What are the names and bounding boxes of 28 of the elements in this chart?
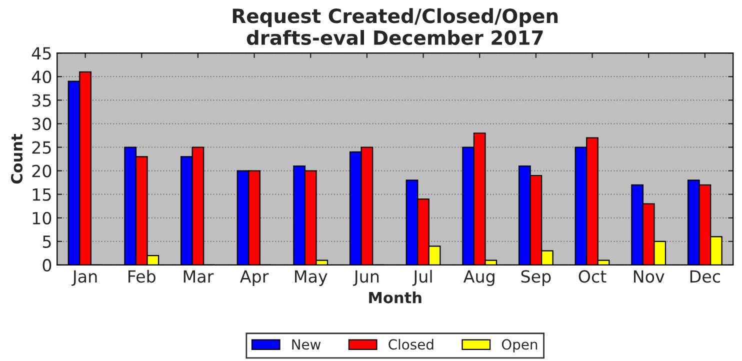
y-tick-label: 5 xyxy=(42,236,51,248)
y-tick-label: 10 xyxy=(32,212,52,224)
y-tick-label: 45 xyxy=(32,47,51,60)
x-tick-label: Jun xyxy=(353,270,379,286)
y-axis-title: Count xyxy=(10,134,23,184)
y-tick-label: 25 xyxy=(32,141,51,154)
x-tick-label: Jul xyxy=(412,270,432,286)
y-tick-label: 15 xyxy=(32,188,51,201)
legend-label: New xyxy=(292,339,321,350)
x-tick-label: May xyxy=(295,270,328,286)
x-tick-label: Oct xyxy=(578,270,606,283)
x-tick-label: Feb xyxy=(128,270,156,283)
x-tick-label: Mar xyxy=(184,270,214,283)
y-tick-label: 35 xyxy=(32,94,51,107)
x-tick-label: Sep xyxy=(521,270,551,286)
x-tick-label: Aug xyxy=(463,270,494,286)
legend-label: Open xyxy=(502,339,538,352)
legend-label: Closed xyxy=(388,338,434,350)
y-tick-label: 40 xyxy=(32,70,52,84)
y-tick-label: 30 xyxy=(32,118,52,130)
x-tick-label: Nov xyxy=(634,270,664,283)
x-axis-title: Month xyxy=(369,292,422,304)
x-tick-label: Dec xyxy=(690,270,720,283)
y-tick-label: 20 xyxy=(32,164,52,178)
chart-title: Request Created/Closed/Open drafts-eval December 2017 xyxy=(232,8,558,46)
y-tick-label: 0 xyxy=(42,258,52,272)
x-tick-label: Jan xyxy=(72,270,97,286)
x-tick-label: Apr xyxy=(240,270,269,286)
